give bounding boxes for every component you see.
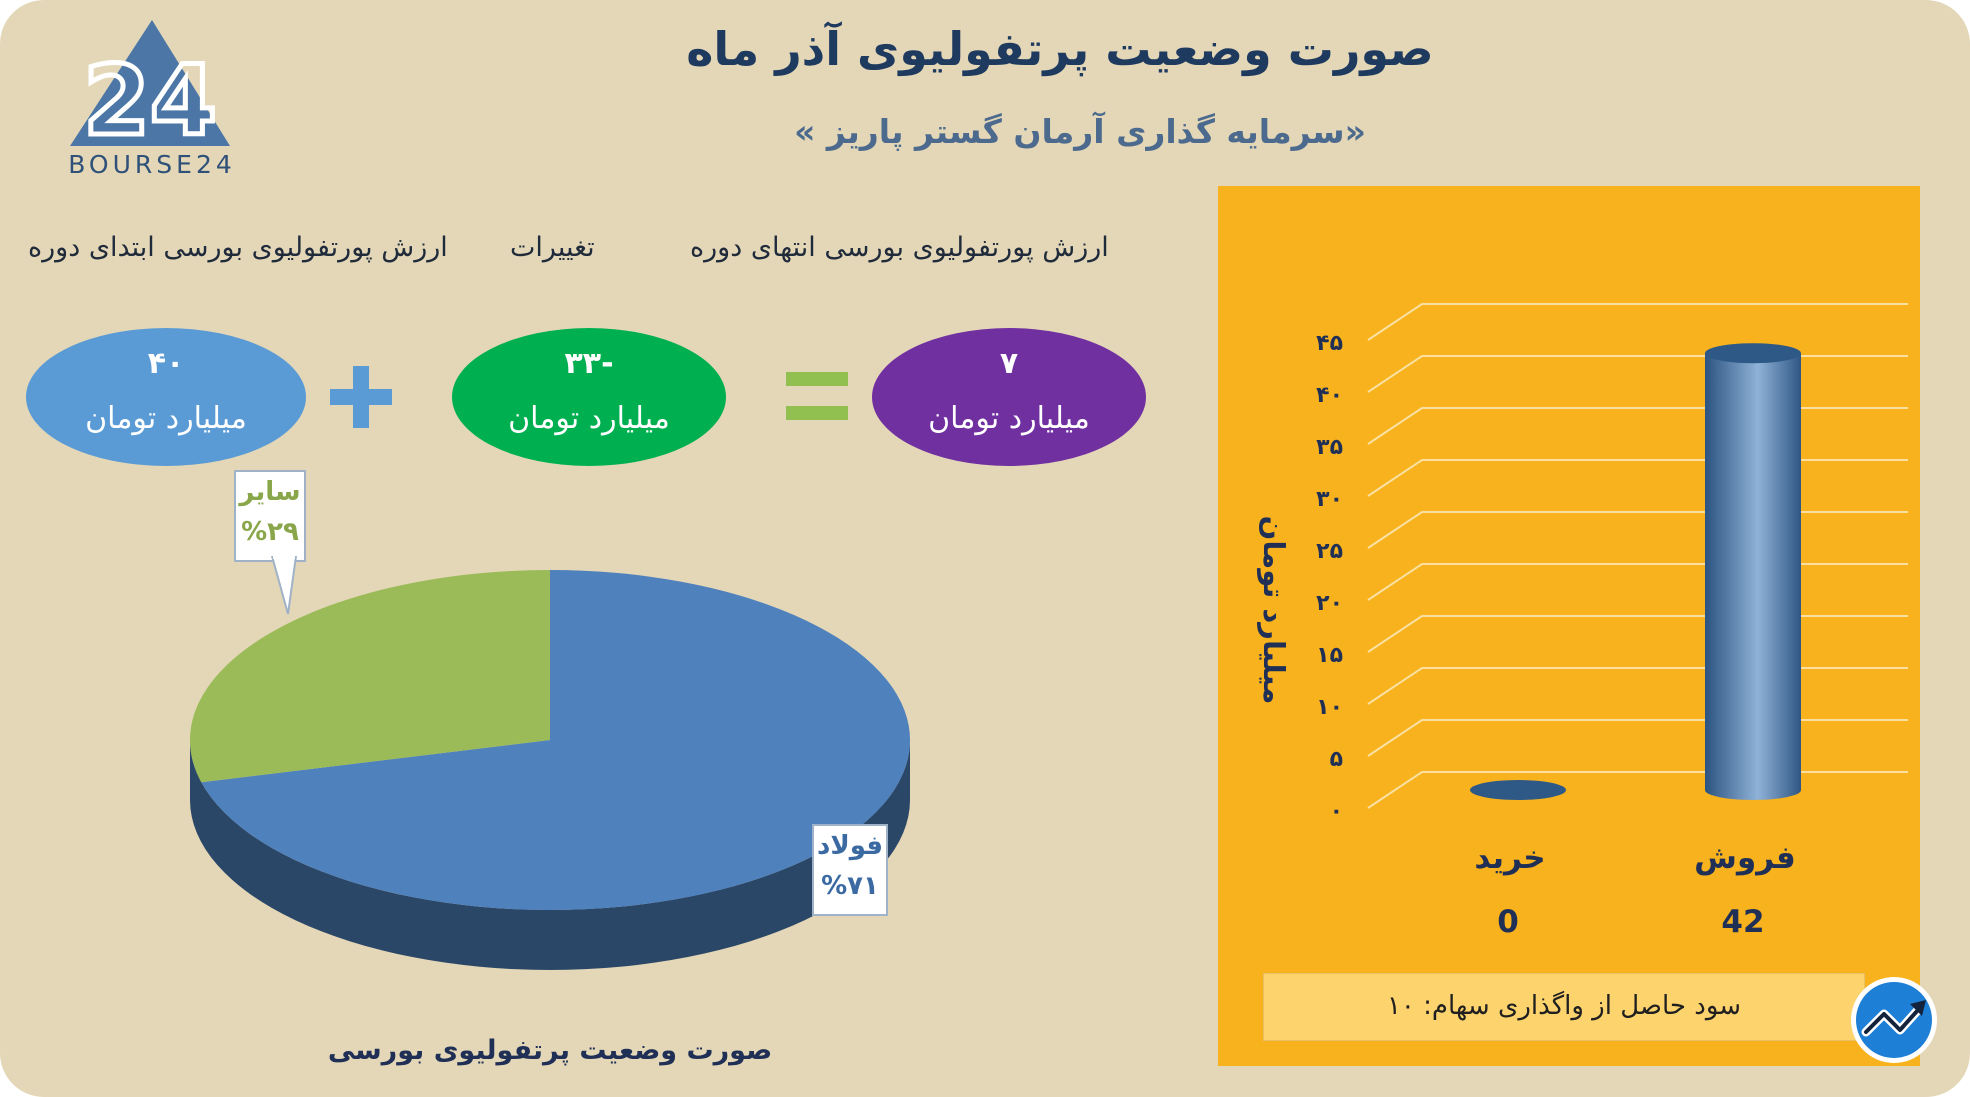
end-value-number: ۷ — [999, 346, 1019, 381]
y-tick-label: ۱۰ — [1316, 695, 1343, 720]
steel-slice-callout: فولاد %۷۱ — [812, 824, 888, 916]
other-slice-name: سایر — [239, 477, 301, 507]
pie-side-band — [190, 740, 910, 970]
gridline — [1367, 771, 1908, 809]
gridline — [1367, 667, 1908, 705]
gridline — [1367, 407, 1908, 445]
steel-slice-name: فولاد — [816, 831, 884, 861]
change-unit: میلیارد تومان — [508, 401, 670, 436]
equals-sign-bottom — [786, 406, 848, 420]
change-label: تغییرات — [510, 232, 595, 263]
y-tick-label: ۲۰ — [1316, 591, 1343, 616]
y-tick-label: ۵ — [1330, 747, 1343, 772]
profit-box: سود حاصل از واگذاری سهام: ۱۰ — [1263, 973, 1865, 1041]
other-callout-pointer — [270, 556, 298, 615]
end-value-label: ارزش پورتفولیوی بورسی انتهای دوره — [690, 232, 1109, 263]
gridline — [1367, 355, 1908, 393]
y-tick-label: ۰ — [1330, 799, 1343, 824]
start-value-unit: میلیارد تومان — [85, 401, 247, 436]
logo-text: BOURSE24 — [68, 150, 236, 179]
start-value-ellipse: ۴۰ میلیارد تومان — [26, 328, 306, 466]
bar-1-body — [1705, 353, 1801, 800]
pie-slice-steel — [201, 570, 911, 910]
y-axis-label: میلیارد تومان — [1257, 516, 1291, 705]
page-title: صورت وضعیت پرتفولیوی آذر ماه — [686, 22, 1434, 76]
gridline — [1367, 511, 1908, 549]
other-slice-percent: %۲۹ — [241, 517, 299, 547]
start-value-label: ارزش پورتفولیوی بورسی ابتدای دوره — [28, 232, 448, 263]
y-tick-label: ۳۵ — [1316, 435, 1343, 460]
gridline — [1367, 459, 1908, 497]
portfolio-pie-chart — [189, 570, 911, 970]
gridline — [1367, 719, 1908, 757]
gridline — [1367, 303, 1908, 341]
pie-caption: صورت وضعیت پرتفولیوی بورسی — [327, 1035, 773, 1066]
value-label: 0 — [1497, 904, 1519, 940]
bar-chart-panel: ۰ ۵ ۱۰ ۱۵ ۲۰ ۲۵ ۳۰ ۳۵ ۴۰ ۴۵ میلیارد تومان خرید 0 فروش… — [1218, 186, 1920, 1066]
end-value-ellipse: ۷ میلیارد تومان — [872, 328, 1146, 466]
y-tick-label: ۳۰ — [1316, 487, 1343, 512]
other-slice-callout: سایر %۲۹ — [234, 470, 306, 562]
y-tick-label: ۲۵ — [1316, 539, 1343, 564]
category-label: خرید — [1474, 840, 1545, 876]
svg-text:24: 24 — [83, 45, 217, 148]
change-number: -۳۳ — [564, 346, 614, 381]
value-label: 42 — [1721, 904, 1764, 940]
trend-badge-icon — [1851, 977, 1937, 1063]
equals-sign-top — [786, 372, 848, 386]
category-label: فروش — [1694, 840, 1796, 876]
y-tick-label: ۴۵ — [1316, 331, 1343, 356]
change-ellipse: -۳۳ میلیارد تومان — [452, 328, 726, 466]
bar-1-cap — [1705, 343, 1801, 364]
buy-sell-bar-chart: ۰ ۵ ۱۰ ۱۵ ۲۰ ۲۵ ۳۰ ۳۵ ۴۰ ۴۵ میلیارد تومان خرید 0 فروش… — [1257, 303, 1908, 940]
gridline — [1367, 615, 1908, 653]
end-value-unit: میلیارد تومان — [928, 401, 1090, 436]
bourse24-logo-icon: 24 — [70, 20, 230, 148]
start-value-number: ۴۰ — [147, 346, 185, 381]
pie-slice-other — [189, 570, 550, 783]
y-tick-label: ۱۵ — [1316, 643, 1343, 668]
y-tick-label: ۴۰ — [1316, 383, 1343, 408]
plus-sign-icon — [330, 366, 392, 428]
gridline — [1367, 563, 1908, 601]
page-subtitle: «سرمایه گذاری آرمان گستر پاریز » — [794, 112, 1366, 151]
bar-0-cap — [1470, 780, 1566, 800]
steel-slice-percent: %۷۱ — [821, 871, 879, 901]
